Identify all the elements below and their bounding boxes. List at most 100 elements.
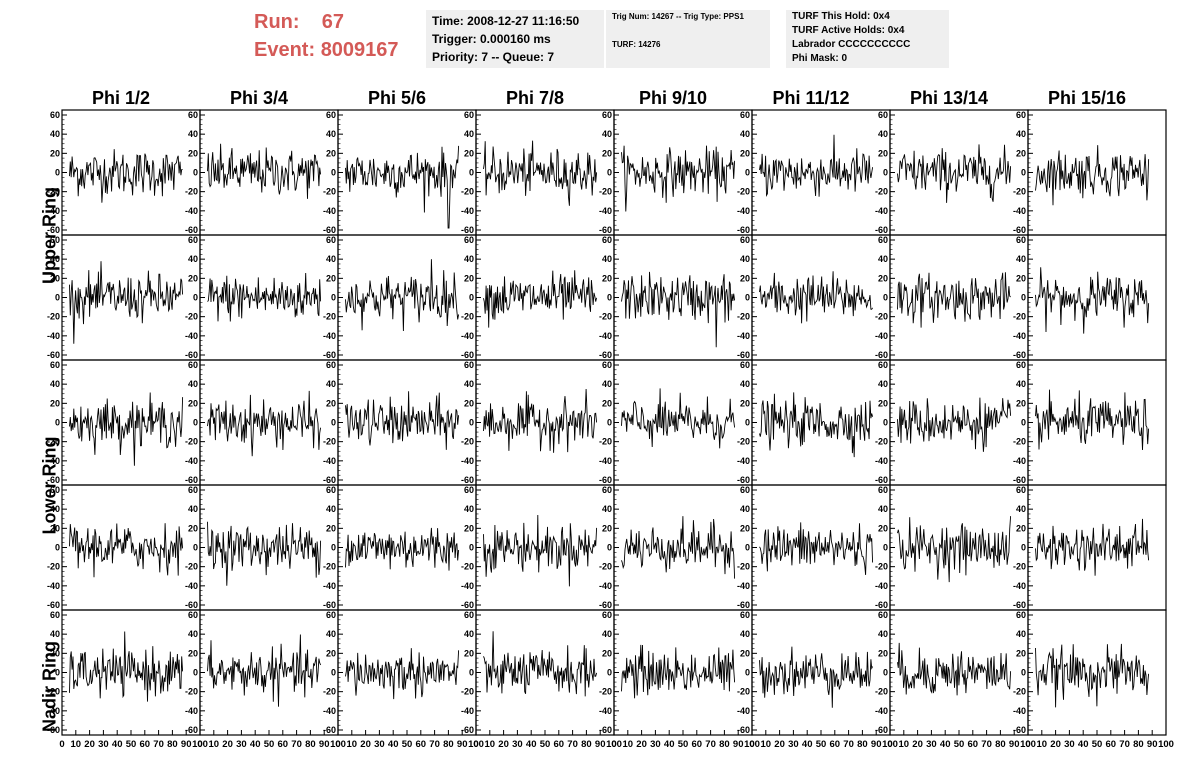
y-tick-label: 60 (1016, 610, 1026, 620)
x-tick-label: 30 (650, 739, 661, 750)
y-tick-label: 40 (602, 379, 612, 389)
x-tick-label: 100 (468, 739, 484, 750)
x-tick-label: 80 (995, 739, 1006, 750)
y-tick-label: 20 (326, 273, 336, 283)
y-tick-label: -60 (185, 725, 198, 735)
y-tick-label: -20 (323, 562, 336, 572)
y-tick-label: 60 (326, 235, 336, 245)
y-tick-label: 60 (50, 610, 60, 620)
y-tick-label: 60 (50, 360, 60, 370)
x-tick-label: 100 (744, 739, 760, 750)
waveform-trace (759, 392, 874, 458)
y-tick-label: 40 (1016, 629, 1026, 639)
y-tick-label: -20 (875, 562, 888, 572)
y-tick-label: 0 (607, 168, 612, 178)
y-tick-label: -40 (47, 706, 60, 716)
waveform-trace (759, 134, 874, 198)
y-tick-label: -20 (323, 437, 336, 447)
y-tick-label: 20 (1016, 648, 1026, 658)
waveform-trace (1035, 389, 1150, 451)
waveform-trace (621, 271, 736, 348)
x-tick-label: 20 (774, 739, 785, 750)
y-tick-label: 0 (193, 543, 198, 553)
y-tick-label: -40 (47, 331, 60, 341)
y-tick-label: -60 (47, 475, 60, 485)
waveform-trace (69, 392, 184, 466)
y-tick-label: 0 (193, 168, 198, 178)
x-tick-label: 100 (1020, 739, 1036, 750)
y-tick-label: -20 (185, 687, 198, 697)
x-tick-label: 70 (567, 739, 578, 750)
y-tick-label: 40 (50, 129, 60, 139)
y-tick-label: 0 (745, 168, 750, 178)
y-tick-label: 40 (326, 254, 336, 264)
y-tick-label: -20 (599, 187, 612, 197)
y-tick-label: -40 (875, 331, 888, 341)
y-tick-label: 20 (464, 273, 474, 283)
y-tick-label: -40 (185, 706, 198, 716)
y-tick-label: -60 (185, 600, 198, 610)
event-label: Event: (254, 39, 316, 61)
x-tick-label: 70 (153, 739, 164, 750)
y-tick-label: 60 (602, 485, 612, 495)
x-tick-label: 40 (526, 739, 537, 750)
y-tick-label: 20 (878, 148, 888, 158)
x-tick-label: 40 (250, 739, 261, 750)
x-tick-label: 0 (335, 739, 340, 750)
y-tick-label: -20 (185, 437, 198, 447)
col-header-5: Phi 9/10 (638, 88, 708, 108)
y-tick-label: -20 (323, 312, 336, 322)
priority-text: Priority: 7 -- Queue: 7 (432, 50, 555, 64)
y-tick-label: -20 (1013, 187, 1026, 197)
y-tick-label: -60 (185, 475, 198, 485)
y-tick-label: 60 (464, 235, 474, 245)
y-tick-label: -60 (599, 475, 612, 485)
y-tick-label: 60 (50, 110, 60, 120)
x-tick-label: 100 (882, 739, 898, 750)
col-header-3: Phi 5/6 (367, 88, 427, 108)
x-tick-label: 60 (278, 739, 289, 750)
y-tick-label: -20 (737, 312, 750, 322)
y-tick-label: 60 (602, 235, 612, 245)
y-tick-label: -40 (737, 331, 750, 341)
panel-frame (337, 234, 477, 361)
phi-mask-text: Phi Mask: 0 (792, 53, 848, 64)
waveform-trace (207, 390, 322, 457)
y-tick-label: 40 (602, 129, 612, 139)
waveform-trace (897, 144, 1012, 203)
y-tick-label: 60 (878, 485, 888, 495)
y-tick-label: 0 (55, 668, 60, 678)
y-tick-label: -40 (185, 581, 198, 591)
y-tick-label: 0 (331, 168, 336, 178)
y-tick-label: -60 (323, 225, 336, 235)
y-tick-label: 20 (50, 648, 60, 658)
y-tick-label: 40 (188, 254, 198, 264)
y-tick-label: -20 (47, 687, 60, 697)
y-tick-label: 20 (326, 398, 336, 408)
x-tick-label: 10 (623, 739, 634, 750)
y-tick-label: 60 (740, 360, 750, 370)
x-tick-label: 70 (843, 739, 854, 750)
y-tick-label: -40 (1013, 206, 1026, 216)
x-tick-label: 90 (319, 739, 330, 750)
waveform-trace (69, 149, 183, 203)
y-tick-label: 60 (602, 610, 612, 620)
y-tick-label: -40 (599, 331, 612, 341)
y-tick-label: -60 (461, 350, 474, 360)
waveform-trace (345, 145, 460, 229)
y-tick-label: 40 (50, 629, 60, 639)
y-tick-label: 40 (740, 129, 750, 139)
turf-num-text: TURF: 14276 (612, 40, 661, 49)
y-tick-label: 60 (326, 485, 336, 495)
y-tick-label: -60 (737, 725, 750, 735)
y-tick-label: 40 (878, 379, 888, 389)
y-tick-label: -40 (47, 581, 60, 591)
waveform-trace (69, 523, 184, 578)
x-tick-label: 30 (374, 739, 385, 750)
y-tick-label: 60 (602, 110, 612, 120)
time-info-box: Time: 2008-12-27 11:16:50 Trigger: 0.000… (426, 10, 604, 68)
y-tick-label: -20 (461, 562, 474, 572)
y-tick-label: 20 (50, 148, 60, 158)
x-tick-label: 10 (761, 739, 772, 750)
waveform-trace (897, 272, 1011, 328)
